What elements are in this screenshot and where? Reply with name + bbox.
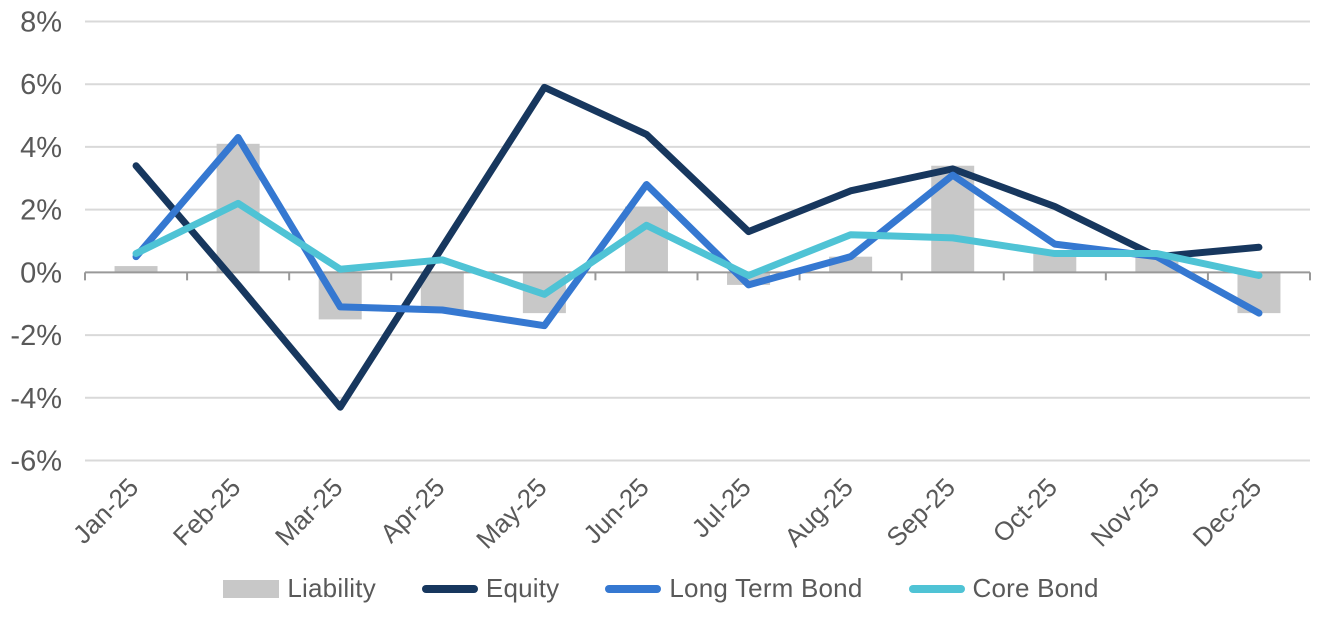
x-axis-label-apr-25: Apr-25 (374, 472, 450, 548)
x-axis-label-jan-25: Jan-25 (67, 472, 144, 549)
x-axis-label-sep-25: Sep-25 (880, 472, 960, 552)
y-axis-tick-label: -6% (10, 446, 62, 478)
line-series-long-term-bond (132, 134, 1263, 330)
line-series-equity (132, 83, 1263, 411)
bar-liability-Jan-25 (114, 266, 158, 273)
y-axis-tick-label: 4% (20, 132, 62, 164)
legend-label-core-bond: Core Bond (972, 573, 1099, 603)
x-axis-label-may-25: May-25 (470, 472, 553, 555)
bar-liability-Jun-25 (624, 206, 668, 273)
legend-label-equity: Equity (485, 573, 560, 603)
legend-item-long-term-bond: Long Term Bond (605, 573, 862, 604)
legend-item-core-bond: Core Bond (908, 573, 1099, 604)
chart-legend: Liability Equity Long Term Bond Core Bond (0, 573, 1322, 604)
x-axis-label-jun-25: Jun-25 (577, 472, 654, 549)
y-axis-tick-label: -2% (10, 320, 62, 352)
y-axis-tick-label: -4% (10, 383, 62, 415)
x-axis-label-oct-25: Oct-25 (987, 472, 1063, 548)
legend-swatch-long-term-bond (605, 584, 662, 593)
bar-liability-Oct-25 (1033, 253, 1077, 273)
plot-area: 8% 6% 4% 2% 0% -2% -4% -6%Jan-25 Feb-25 Mar-25 Apr… (10, 7, 1311, 555)
legend-label-long-term-bond: Long Term Bond (669, 573, 863, 603)
legend-swatch-core-bond (908, 584, 965, 593)
legend-item-liability: Liability (223, 573, 376, 604)
y-axis-tick-label: 2% (20, 195, 62, 227)
x-axis-label-dec-25: Dec-25 (1187, 472, 1267, 552)
y-axis-tick-label: 6% (20, 69, 62, 101)
legend-item-equity: Equity (421, 573, 560, 604)
legend-label-liability: Liability (287, 573, 376, 603)
bar-liability-Apr-25 (420, 272, 464, 310)
y-axis-tick-label: 0% (20, 257, 62, 289)
y-axis-tick-label: 8% (20, 7, 62, 39)
x-axis-label-feb-25: Feb-25 (167, 472, 246, 551)
line-series-core-bond (132, 199, 1263, 298)
x-axis-label-aug-25: Aug-25 (778, 472, 858, 552)
x-axis-label-nov-25: Nov-25 (1085, 472, 1165, 552)
legend-swatch-liability (223, 579, 280, 598)
legend-swatch-equity (421, 584, 478, 593)
x-axis-label-jul-25: Jul-25 (685, 472, 756, 543)
x-axis-label-mar-25: Mar-25 (269, 472, 348, 551)
